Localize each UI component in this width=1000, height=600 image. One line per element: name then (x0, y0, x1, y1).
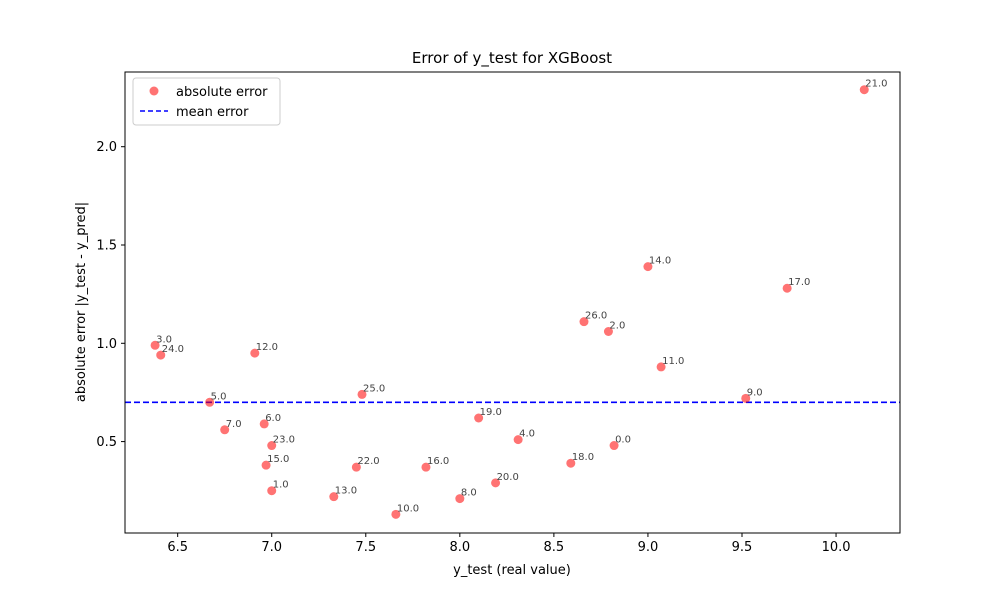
x-tick-label: 9.5 (732, 540, 753, 555)
data-point (566, 458, 576, 468)
data-point (491, 478, 501, 488)
data-point (643, 262, 653, 272)
data-point-label: 2.0 (609, 320, 625, 331)
data-point-label: 16.0 (427, 456, 449, 467)
data-point-label: 13.0 (335, 486, 357, 497)
y-tick-label: 1.0 (96, 337, 117, 352)
data-point (603, 326, 613, 336)
data-point (579, 317, 589, 327)
data-point (267, 441, 277, 451)
chart-title: Error of y_test for XGBoost (412, 49, 612, 68)
data-point-label: 18.0 (572, 452, 594, 463)
data-point-label: 7.0 (226, 419, 242, 430)
data-point (156, 350, 166, 360)
y-tick-label: 1.5 (96, 238, 117, 253)
data-point (351, 462, 361, 472)
x-tick-label: 7.0 (261, 540, 282, 555)
data-point-label: 3.0 (156, 334, 172, 345)
data-point (267, 486, 277, 496)
data-point-label: 5.0 (211, 391, 227, 402)
data-point (455, 494, 465, 504)
data-point-label: 9.0 (747, 387, 763, 398)
data-point-label: 20.0 (497, 472, 519, 483)
legend: absolute error mean error (132, 77, 281, 126)
data-point-label: 6.0 (265, 413, 281, 424)
data-point (250, 348, 260, 358)
data-point-label: 0.0 (615, 435, 631, 446)
data-point-label: 11.0 (662, 356, 684, 367)
legend-label-absolute-error: absolute error (176, 85, 268, 100)
data-point-label: 25.0 (363, 383, 385, 394)
data-point-label: 21.0 (865, 79, 887, 90)
data-point (609, 441, 619, 451)
data-point (859, 85, 869, 95)
data-point-label: 22.0 (357, 456, 379, 467)
data-point-label: 10.0 (397, 503, 419, 514)
x-tick-label: 6.5 (167, 540, 188, 555)
axes-frame (124, 71, 901, 534)
y-axis-title: absolute error |y_test - y_pred| (74, 202, 89, 402)
data-point (513, 435, 523, 445)
legend-box (132, 77, 281, 126)
data-point (421, 462, 431, 472)
data-point (656, 362, 666, 372)
data-point-label: 4.0 (519, 429, 535, 440)
x-axis-title: y_test (real value) (453, 563, 571, 578)
data-point (261, 460, 271, 470)
data-point (205, 397, 215, 407)
x-tick-label: 10.0 (822, 540, 851, 555)
data-point-label: 14.0 (649, 256, 671, 267)
legend-marker-absolute-error (149, 86, 159, 96)
data-point (259, 419, 269, 429)
x-axis: 6.5 7.0 7.5 8.0 8.5 9.0 9.5 10.0 (167, 533, 851, 555)
y-tick-label: 0.5 (96, 435, 117, 450)
x-tick-label: 8.0 (449, 540, 470, 555)
data-point (741, 393, 751, 403)
data-point (782, 283, 792, 293)
legend-label-mean-error: mean error (176, 105, 249, 120)
data-point (391, 509, 401, 519)
data-point-label: 26.0 (585, 311, 607, 322)
data-point-label: 23.0 (273, 435, 295, 446)
data-point-label: 1.0 (273, 480, 289, 491)
x-tick-label: 9.0 (638, 540, 659, 555)
data-point-label: 8.0 (461, 488, 477, 499)
data-point-label: 17.0 (788, 277, 810, 288)
data-point (220, 425, 230, 435)
data-point-label: 24.0 (162, 344, 184, 355)
data-point-label: 12.0 (256, 342, 278, 353)
y-tick-label: 2.0 (96, 140, 117, 155)
x-tick-label: 8.5 (544, 540, 565, 555)
points-group (150, 85, 869, 519)
data-point (329, 492, 339, 502)
data-point-label: 15.0 (267, 454, 289, 465)
data-point (357, 389, 367, 399)
data-point (474, 413, 484, 423)
data-point (150, 340, 160, 350)
point-labels-group: 0.0 1.0 2.0 3.0 4.0 5.0 6.0 7.0 8.0 9.0 10.0 11.0 12… (156, 79, 887, 515)
y-axis: 0.5 1.0 1.5 2.0 (96, 140, 125, 450)
data-point-label: 19.0 (480, 407, 502, 418)
x-tick-label: 7.5 (355, 540, 376, 555)
